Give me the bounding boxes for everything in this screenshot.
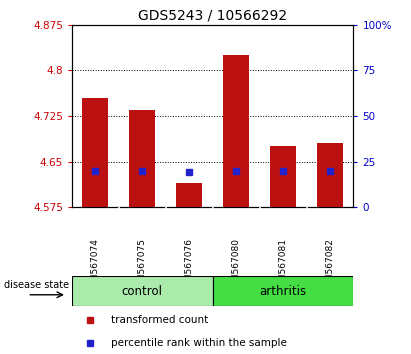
Text: percentile rank within the sample: percentile rank within the sample xyxy=(111,338,287,348)
Bar xyxy=(213,276,353,306)
Title: GDS5243 / 10566292: GDS5243 / 10566292 xyxy=(138,8,287,22)
Text: GSM567076: GSM567076 xyxy=(185,238,194,293)
Text: GSM567075: GSM567075 xyxy=(138,238,147,293)
Bar xyxy=(270,146,296,207)
Text: GSM567080: GSM567080 xyxy=(232,238,241,293)
Text: control: control xyxy=(122,285,163,298)
Text: GSM567074: GSM567074 xyxy=(91,238,100,293)
Bar xyxy=(176,183,202,207)
Bar xyxy=(129,110,155,207)
Text: arthritis: arthritis xyxy=(259,285,307,298)
Bar xyxy=(317,143,343,207)
Text: disease state: disease state xyxy=(4,280,69,290)
Text: transformed count: transformed count xyxy=(111,315,208,325)
Bar xyxy=(83,98,108,207)
Bar xyxy=(72,276,213,306)
Text: GSM567082: GSM567082 xyxy=(326,238,335,293)
Bar xyxy=(223,55,249,207)
Text: GSM567081: GSM567081 xyxy=(279,238,288,293)
